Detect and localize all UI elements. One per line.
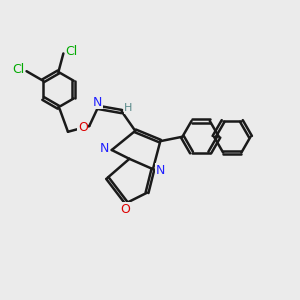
Text: O: O [120,203,130,216]
Text: O: O [78,121,88,134]
Text: N: N [93,96,102,109]
Text: H: H [124,103,132,113]
Text: N: N [100,142,109,155]
Text: Cl: Cl [65,46,78,59]
Text: N: N [156,164,165,177]
Text: Cl: Cl [12,63,24,76]
